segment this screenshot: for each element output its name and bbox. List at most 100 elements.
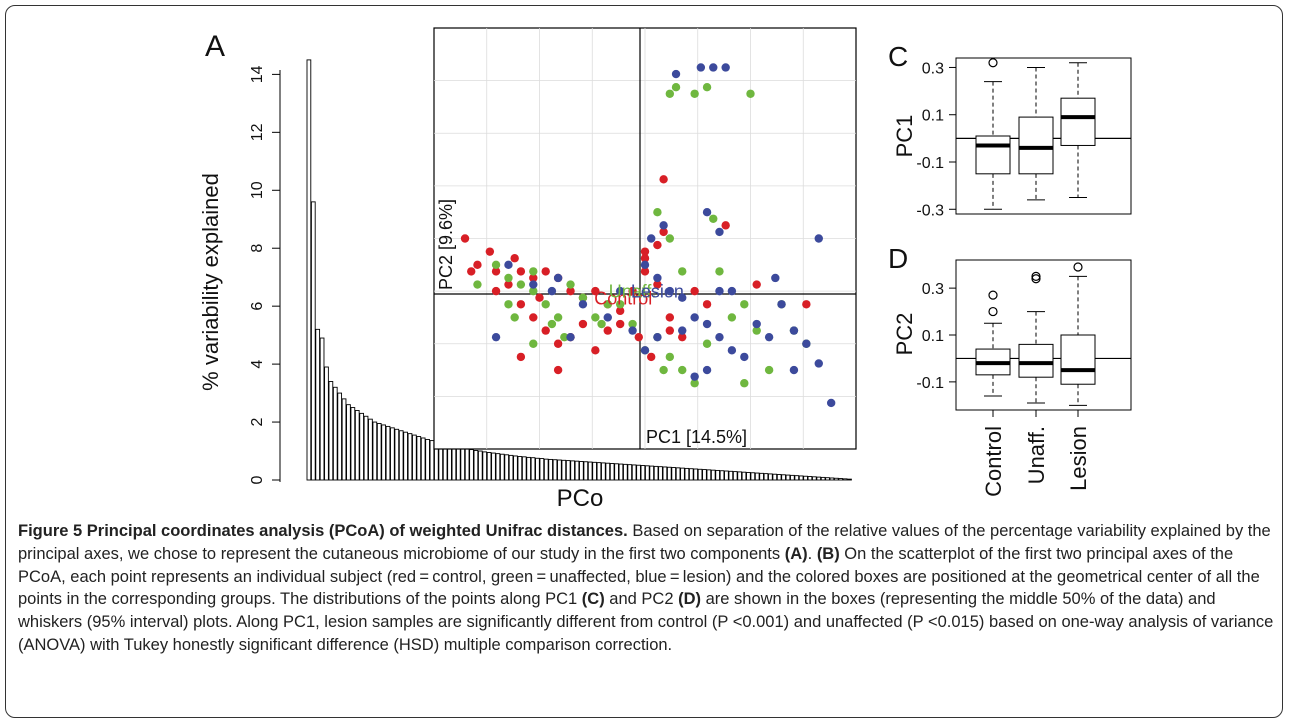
panel-a-bar: [306, 59, 312, 481]
panel-a-bar: [833, 477, 839, 481]
panel-b-point-control: [578, 319, 588, 329]
panel-b-point-control: [665, 313, 675, 322]
panel-a-bar: [570, 460, 575, 481]
panel-a-bar: [315, 328, 321, 481]
panel-a-bar: [706, 469, 712, 481]
caption-title: Figure 5 Principal coordinates analysis …: [18, 522, 628, 540]
panel-b-point-control: [510, 254, 519, 263]
panel-a-bar: [728, 470, 734, 481]
panel-a-bar: [680, 467, 685, 481]
panel-a-bar: [425, 438, 430, 481]
panel-a-bar: [768, 473, 773, 481]
panel-b-point-lesion: [814, 359, 823, 368]
panel-b-point-unaffected: [529, 267, 538, 276]
panel-b-point-control: [665, 326, 675, 335]
panel-a-bar: [394, 428, 400, 481]
panel-a-bar: [530, 457, 536, 481]
panel-a-bar: [794, 475, 800, 481]
panel-a-y-tick-label: 8: [249, 244, 266, 253]
panel-b-point-lesion: [640, 346, 650, 355]
panel-a-bar: [790, 474, 795, 481]
panel-a-y-tick-label: 4: [249, 360, 266, 369]
panel-b-point-unaffected: [746, 89, 755, 98]
panel-b-point-unaffected: [727, 313, 737, 322]
panel-b-point-control: [467, 267, 476, 276]
panel-a-y-ticks: 0 2 4 6 8 10 12 14: [249, 65, 280, 484]
panel-a-bar: [798, 475, 804, 481]
box-iqr: [1060, 334, 1096, 385]
box-x-tick-label: Lesion: [1066, 426, 1091, 491]
panel-label-c: C: [888, 41, 908, 72]
panel-a-bar: [486, 452, 492, 481]
panel-a-bar: [552, 459, 558, 481]
panel-a-bar: [359, 412, 364, 481]
panel-b-point-control: [491, 267, 501, 276]
panel-a-bar: [763, 473, 769, 481]
box-y-tick-label: 0.1: [922, 108, 944, 125]
panel-b-point-lesion: [665, 286, 675, 296]
panel-b-point-lesion: [653, 273, 662, 283]
panel-a-bar: [337, 392, 343, 481]
panel-b-point-lesion: [671, 69, 681, 79]
panel-a-bar: [825, 477, 830, 481]
panel-a-bar: [614, 463, 619, 481]
panel-b-point-lesion: [727, 286, 737, 296]
panel-b-point-control: [553, 365, 563, 375]
panel-a-bar: [693, 468, 699, 481]
panel-a-bar: [372, 421, 378, 481]
panel-b-point-unaffected: [659, 365, 668, 375]
panel-a-bar: [390, 427, 395, 481]
panel-b-point-unaffected: [615, 300, 625, 309]
panel-b-point-unaffected: [665, 234, 675, 243]
box-outlier: [988, 58, 998, 68]
panel-b-point-unaffected: [690, 89, 699, 98]
panel-a-bar: [781, 474, 786, 481]
panel-a-bar: [469, 449, 474, 481]
panel-a-bar: [565, 460, 571, 481]
box-x-tick-label: Unaff.: [1024, 426, 1049, 484]
panel-a-bar: [816, 476, 822, 481]
panel-b-point-lesion: [715, 227, 724, 237]
panel-a-bar-chart: 0 2 4 6 8 10 12 14 % variability explained PCo: [198, 59, 852, 512]
panel-b-point-unaffected: [597, 319, 606, 329]
panel-b-point-lesion: [777, 300, 786, 309]
box-y-tick-label: -0.1: [916, 375, 944, 392]
panel-b-point-control: [634, 332, 643, 342]
panel-b-point-unaffected: [678, 267, 687, 276]
box-outlier: [1073, 262, 1083, 272]
panel-b-point-control: [516, 267, 526, 276]
panel-b-point-unaffected: [560, 332, 569, 342]
panel-a-bar: [737, 471, 742, 481]
panel-b-grid: [434, 28, 856, 449]
panel-b-point-control: [553, 339, 563, 348]
panel-b-point-unaffected: [578, 293, 588, 302]
panel-a-bar: [579, 461, 584, 481]
panel-a-y-tick-label: 10: [249, 181, 266, 199]
panel-b-point-lesion: [578, 300, 588, 309]
panel-b-point-lesion: [504, 260, 513, 270]
panel-b-point-control: [615, 319, 625, 329]
panel-b-point-unaffected: [541, 300, 550, 309]
panel-c-plot-box: [955, 57, 1132, 215]
panel-a-bar: [535, 457, 540, 481]
panel-b-centroid-label: Lesion: [631, 282, 684, 302]
panel-a-bar: [807, 476, 813, 481]
panel-a-bar: [623, 463, 628, 481]
panel-a-bar: [561, 459, 567, 481]
panel-a-bar: [785, 474, 791, 481]
panel-a-y-tick-label: 6: [249, 302, 266, 311]
panel-a-bar: [341, 398, 347, 481]
panel-b-point-lesion: [752, 319, 761, 329]
panel-b-point-unaffected: [529, 286, 538, 296]
panel-b-point-control: [802, 300, 811, 309]
panel-a-bar: [464, 448, 470, 481]
panel-b-point-unaffected: [591, 313, 600, 322]
panel-a-bar: [447, 444, 452, 481]
panel-b-point-unaffected: [516, 280, 526, 289]
panel-a-bar: [719, 470, 725, 481]
panel-a-bar: [746, 472, 751, 481]
panel-a-bar: [310, 201, 316, 481]
panel-b-point-control: [529, 313, 538, 322]
panel-d-plot-box: [955, 259, 1132, 411]
